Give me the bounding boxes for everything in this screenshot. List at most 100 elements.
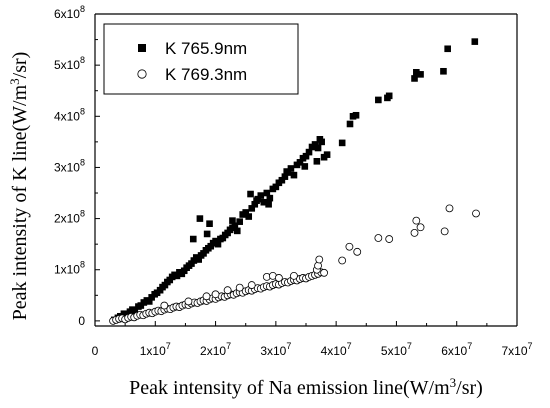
y-tick-label-3: 3x108 bbox=[54, 157, 85, 174]
y-tick-label-5: 5x108 bbox=[54, 55, 85, 72]
y-tick-label-6: 6x108 bbox=[54, 4, 85, 21]
data-point-filled-square bbox=[290, 171, 298, 179]
y-axis-ticks: 0 1x108 2x108 3x108 4x108 5x108 6x108 bbox=[54, 4, 100, 328]
legend-marker-filled-square bbox=[138, 44, 146, 52]
data-point-filled-square bbox=[444, 45, 451, 53]
data-point-filled-square bbox=[471, 38, 479, 45]
data-point-open-circle bbox=[320, 268, 328, 277]
data-point-filled-square bbox=[247, 190, 254, 198]
legend-label-k-765: K 765.9nm bbox=[165, 39, 247, 58]
data-point-filled-square bbox=[257, 192, 265, 199]
y-tick-label-2: 2x108 bbox=[54, 209, 85, 226]
x-axis-title-sup: 3 bbox=[450, 375, 457, 390]
data-point-filled-square bbox=[302, 152, 310, 160]
data-point-filled-square bbox=[385, 92, 393, 100]
data-point-filled-square bbox=[338, 139, 346, 147]
data-point-open-circle bbox=[385, 235, 394, 243]
x-tick-label-7: 7x107 bbox=[501, 341, 532, 358]
data-point-filled-square bbox=[314, 144, 322, 152]
data-point-open-circle bbox=[345, 242, 354, 251]
data-point-open-circle bbox=[416, 223, 425, 232]
plot-area: 0 1x107 2x107 3x107 4x107 5x107 6x107 7x107 0 1x… bbox=[54, 4, 533, 358]
data-point-open-circle bbox=[247, 281, 256, 289]
x-tick-label-4: 4x107 bbox=[321, 341, 352, 358]
data-point-filled-square bbox=[248, 205, 256, 212]
data-point-filled-square bbox=[311, 141, 319, 148]
x-axis-title: Peak intensity of Na emission line(W/m3/… bbox=[129, 375, 483, 399]
y-tick-label-1: 1x108 bbox=[54, 260, 85, 277]
data-point-filled-square bbox=[375, 96, 382, 104]
legend-box bbox=[103, 23, 299, 95]
data-point-filled-square bbox=[287, 165, 295, 172]
data-point-open-circle bbox=[202, 292, 211, 301]
y-tick-label-0: 0 bbox=[78, 314, 85, 328]
x-tick-label-1: 1x107 bbox=[140, 341, 171, 358]
x-tick-label-3: 3x107 bbox=[260, 341, 291, 358]
data-point-filled-square bbox=[266, 194, 274, 202]
data-point-filled-square bbox=[233, 227, 241, 235]
data-point-filled-square bbox=[440, 67, 447, 75]
data-point-filled-square bbox=[278, 176, 286, 184]
data-point-open-circle bbox=[445, 204, 454, 213]
x-axis-ticks: 0 1x107 2x107 3x107 4x107 5x107 6x107 7x107 bbox=[92, 321, 533, 358]
x-tick-label-6: 6x107 bbox=[441, 341, 472, 358]
data-point-filled-square bbox=[318, 138, 325, 146]
data-point-filled-square bbox=[195, 256, 202, 263]
data-point-filled-square bbox=[265, 200, 272, 208]
x-tick-label-5: 5x107 bbox=[381, 341, 412, 358]
data-point-filled-square bbox=[253, 197, 260, 204]
data-point-filled-square bbox=[305, 148, 313, 156]
data-point-open-circle bbox=[338, 256, 347, 265]
data-point-filled-square bbox=[131, 307, 139, 314]
x-tick-label-0: 0 bbox=[92, 344, 99, 358]
data-point-filled-square bbox=[411, 75, 418, 82]
data-point-filled-square bbox=[323, 151, 331, 158]
data-point-open-circle bbox=[235, 283, 244, 292]
data-point-filled-square bbox=[346, 120, 354, 128]
y-axis-title: Peak intensity of K line(W/m3/sr) bbox=[7, 52, 31, 321]
data-point-open-circle bbox=[353, 247, 362, 256]
legend: K 765.9nm K 769.3nm bbox=[103, 23, 299, 95]
legend-marker-open-circle bbox=[137, 69, 147, 79]
data-point-filled-square bbox=[301, 163, 309, 170]
data-point-filled-square bbox=[173, 272, 181, 280]
data-point-open-circle bbox=[315, 255, 324, 264]
data-point-filled-square bbox=[283, 168, 291, 175]
data-point-filled-square bbox=[260, 198, 268, 206]
data-point-open-circle bbox=[223, 286, 232, 295]
y-axis-title-tail: /sr) bbox=[9, 52, 31, 79]
data-point-open-circle bbox=[290, 271, 298, 280]
data-point-filled-square bbox=[251, 200, 259, 208]
data-point-filled-square bbox=[196, 215, 204, 222]
data-point-filled-square bbox=[296, 159, 304, 166]
data-point-open-circle bbox=[472, 209, 480, 218]
data-point-open-circle bbox=[374, 234, 383, 242]
x-axis-title-tail: /sr) bbox=[456, 377, 483, 399]
legend-label-k-769: K 769.3nm bbox=[165, 65, 247, 84]
data-point-filled-square bbox=[281, 173, 289, 180]
data-point-filled-square bbox=[413, 69, 420, 76]
data-point-filled-square bbox=[229, 217, 236, 224]
data-point-filled-square bbox=[263, 189, 271, 197]
data-point-filled-square bbox=[242, 209, 250, 216]
data-point-filled-square bbox=[214, 240, 222, 248]
data-point-open-circle bbox=[211, 290, 220, 299]
y-axis-title-main: Peak intensity of K line(W/m bbox=[9, 84, 31, 320]
y-axis-title-sup: 3 bbox=[7, 78, 22, 85]
data-point-filled-square bbox=[313, 158, 321, 165]
data-point-filled-square bbox=[272, 183, 280, 191]
data-point-open-circle bbox=[440, 227, 449, 236]
data-point-filled-square bbox=[352, 111, 360, 119]
data-point-open-circle bbox=[410, 229, 419, 237]
data-point-filled-square bbox=[231, 222, 239, 230]
data-point-filled-square bbox=[245, 213, 253, 220]
data-point-filled-square bbox=[206, 220, 213, 228]
x-tick-label-2: 2x107 bbox=[200, 341, 231, 358]
data-point-open-circle bbox=[160, 301, 169, 310]
y-tick-label-4: 4x108 bbox=[54, 106, 85, 123]
data-point-open-circle bbox=[274, 274, 283, 282]
data-point-filled-square bbox=[203, 230, 211, 238]
data-point-filled-square bbox=[417, 71, 424, 78]
data-point-open-circle bbox=[412, 216, 421, 225]
